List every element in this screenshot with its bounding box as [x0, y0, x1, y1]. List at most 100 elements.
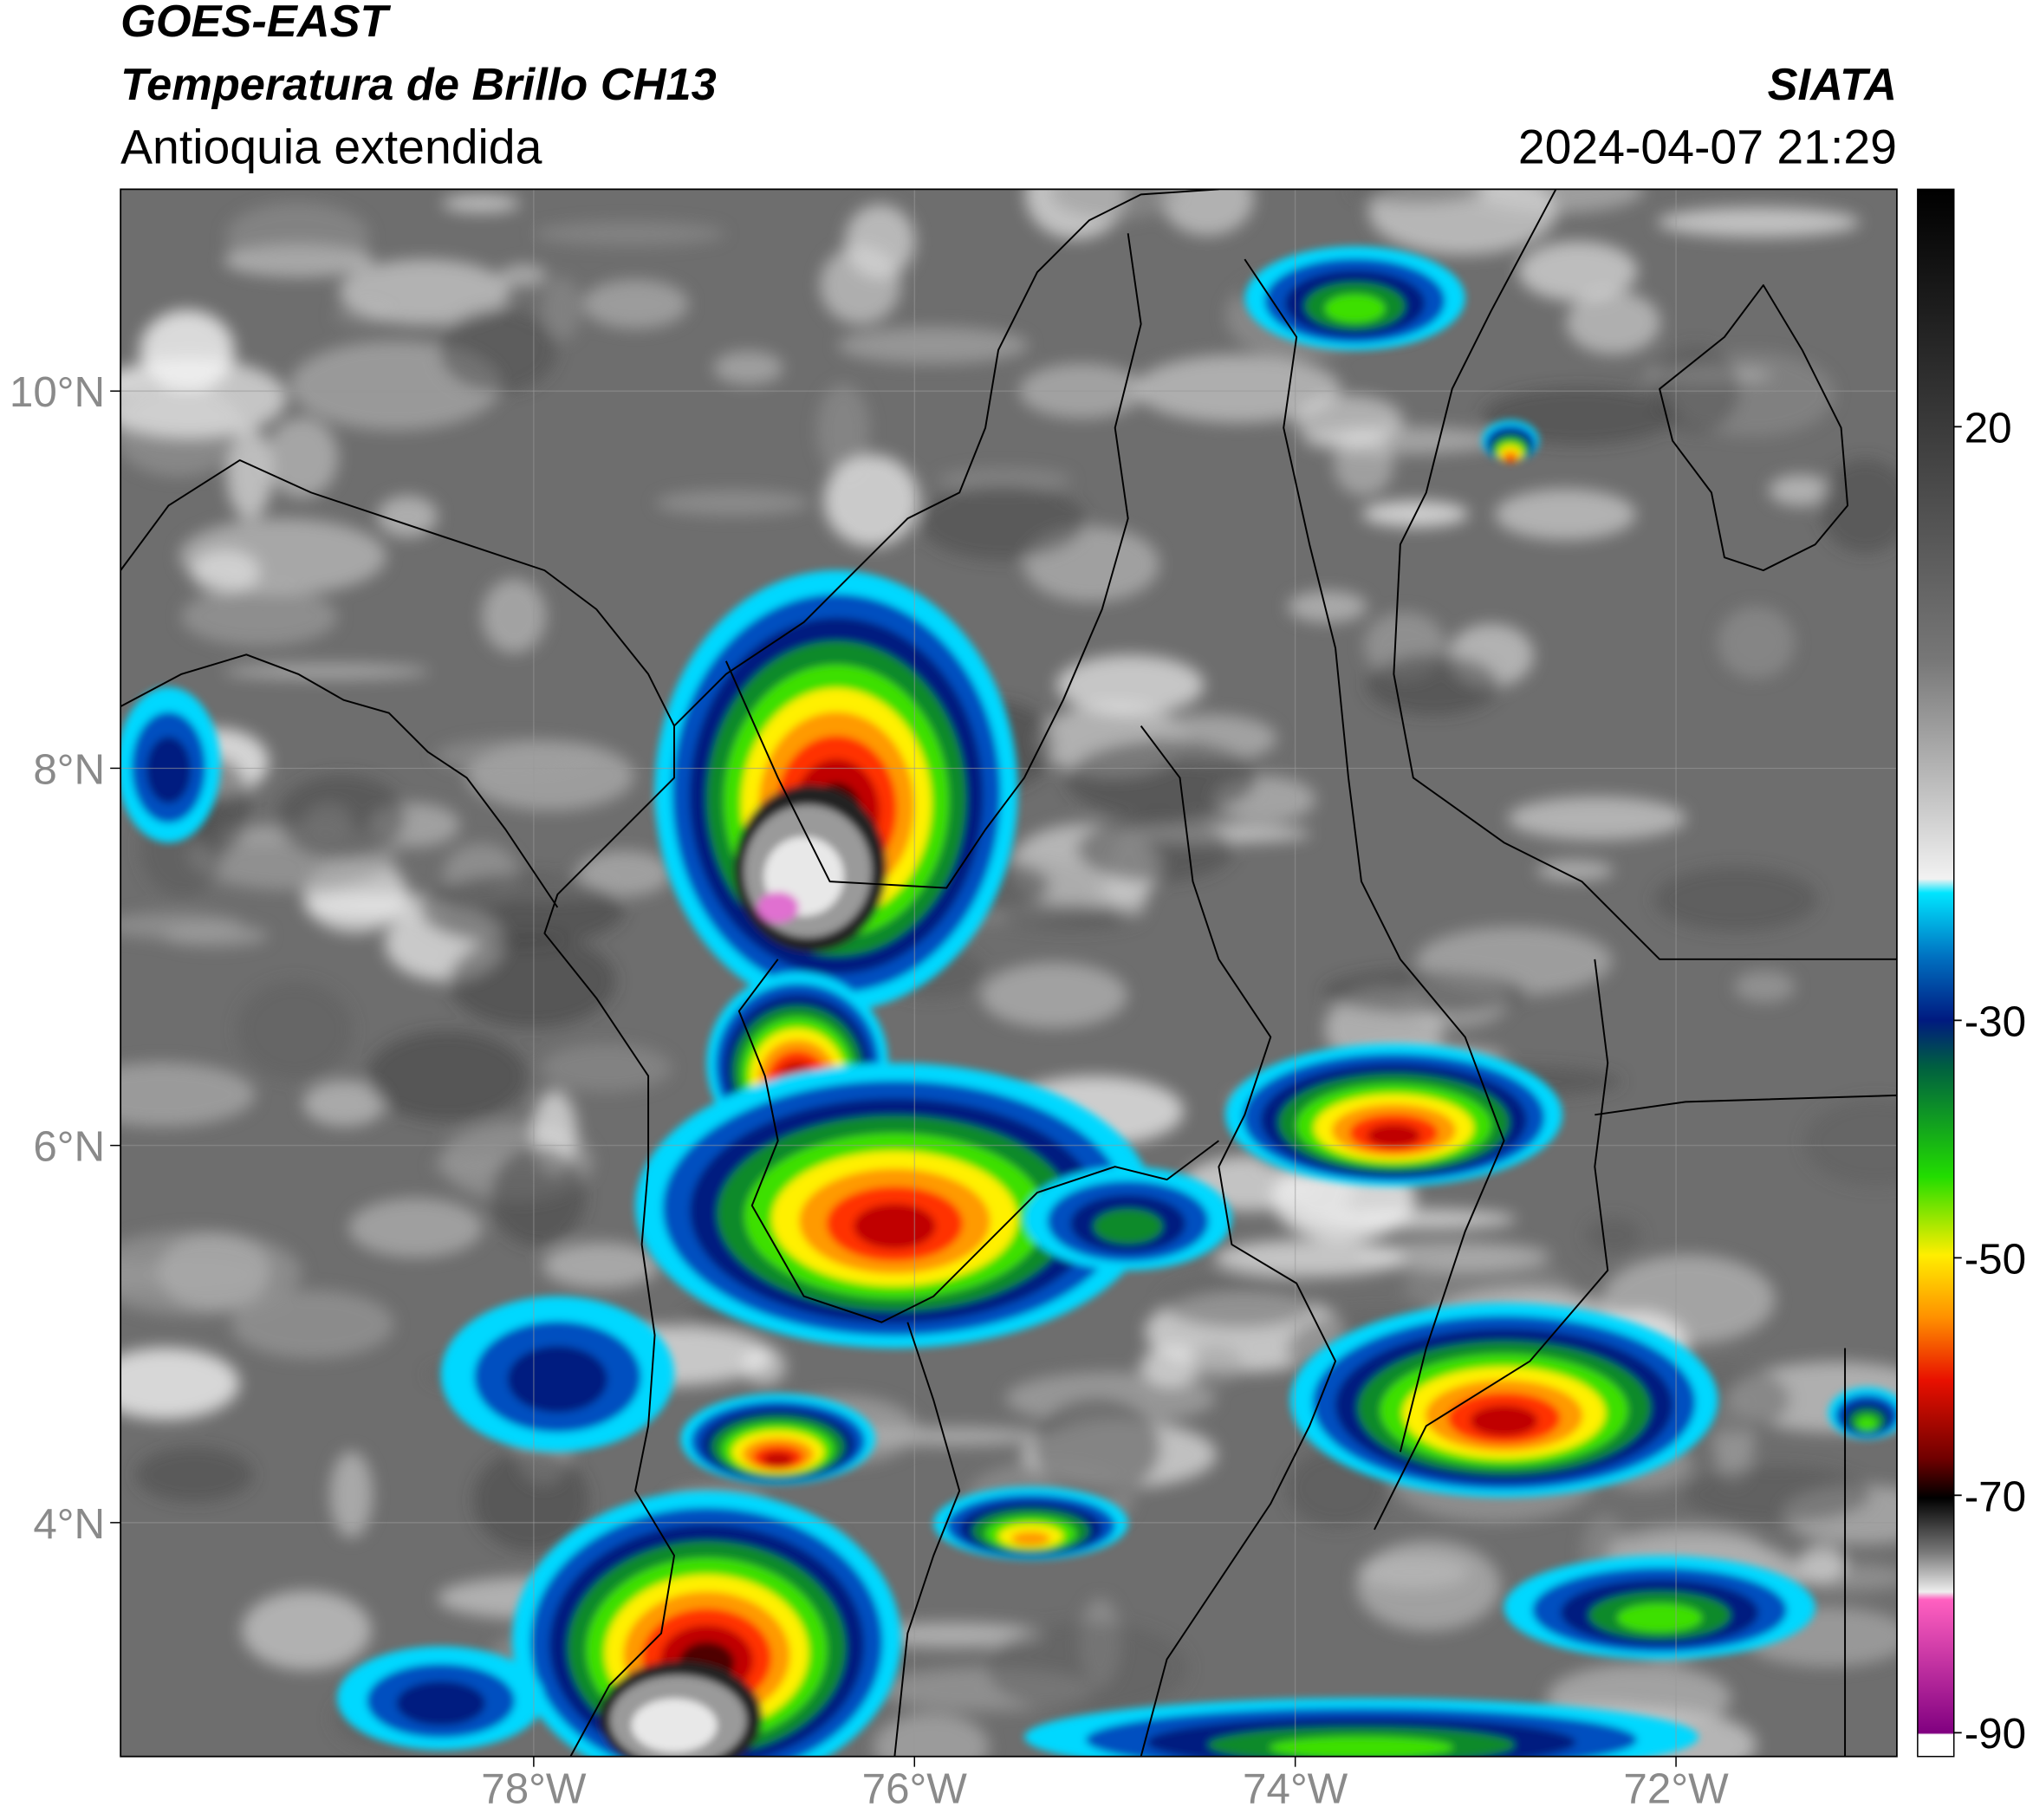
cloud: [1518, 241, 1638, 302]
clear-sky: [1652, 345, 1741, 434]
admin-border: [1140, 725, 1337, 1757]
lat-tick-label: 10°N: [10, 368, 105, 416]
clear-sky: [237, 980, 353, 1080]
lake-maracaibo: [1659, 284, 1849, 572]
venezuela-border: [1393, 189, 1897, 960]
storm-contour: [1617, 1603, 1703, 1632]
clear-sky: [984, 1622, 1189, 1714]
satellite-title: GOES-EAST: [120, 0, 391, 47]
venezuela-border: [1374, 959, 1609, 1531]
cloud: [937, 467, 1073, 491]
colorbar-tick-label: -50: [1965, 1235, 2026, 1283]
cloud: [348, 1198, 483, 1258]
clear-sky: [1586, 1217, 1641, 1254]
cloud: [1507, 796, 1686, 841]
lon-tick-label: 74°W: [1243, 1765, 1348, 1813]
cloud: [181, 587, 338, 647]
cloud: [1188, 1344, 1244, 1383]
clear-sky: [1819, 458, 1897, 554]
cloud: [655, 490, 811, 516]
cloud: [837, 327, 1029, 364]
map-area: [120, 189, 1897, 1757]
cloud: [120, 357, 287, 439]
clear-sky: [1066, 738, 1259, 819]
map-frame: [120, 188, 1898, 1758]
cloud: [1213, 1239, 1406, 1277]
lon-tick-label: 72°W: [1623, 1765, 1729, 1813]
product-title: Temperatura de Brillo CH13: [120, 60, 717, 110]
admin-border: [724, 233, 1142, 889]
cloud: [533, 221, 725, 246]
clear-sky: [1076, 816, 1234, 882]
clear-sky: [490, 1146, 586, 1246]
storm-contour: [1856, 1416, 1878, 1431]
storm-contour: [1093, 1209, 1163, 1244]
cloud: [302, 1080, 386, 1127]
borders: [120, 189, 1897, 1757]
cloud: [120, 1347, 240, 1420]
cloud: [265, 417, 339, 498]
cloud: [1368, 189, 1557, 256]
clear-sky: [1366, 653, 1500, 716]
cloud: [542, 1242, 660, 1289]
admin-border: [1244, 258, 1505, 1453]
datetime: 2024-04-07 21:29: [1518, 120, 1897, 173]
storms: [120, 246, 1897, 1757]
admin-border: [737, 959, 1219, 1323]
cloud: [120, 1230, 302, 1316]
cloud: [1356, 1540, 1501, 1632]
cloud: [435, 738, 594, 773]
region-title: Antioquia extendida: [120, 120, 542, 173]
lon-tick-label: 78°W: [481, 1765, 587, 1813]
cloud: [1134, 354, 1341, 423]
cloud: [481, 578, 547, 653]
cloud: [1049, 189, 1182, 220]
storm-core: [631, 1698, 718, 1752]
grid: [120, 189, 1897, 1757]
storm-contour: [762, 1452, 794, 1467]
cloud: [713, 350, 783, 386]
cloud: [191, 549, 260, 595]
storm-core: [757, 892, 799, 923]
storm-contour: [1011, 1531, 1050, 1546]
cloud: [1294, 394, 1404, 445]
cloud: [120, 1062, 256, 1127]
cloud: [1287, 590, 1367, 623]
clear-sky: [1653, 867, 1818, 933]
cloud: [241, 1590, 372, 1670]
cloud: [223, 663, 430, 679]
clear-sky: [419, 874, 625, 946]
admin-border: [1595, 1094, 1897, 1116]
cloud: [499, 263, 548, 287]
admin-border: [893, 1322, 961, 1757]
cloud: [1495, 488, 1636, 541]
colorbar-tick-label: -30: [1965, 998, 2026, 1045]
colorbar-ticks: 20 -30 -50 -70 -90: [1953, 404, 2026, 1758]
cloud: [873, 1713, 990, 1757]
lat-tick-label: 8°N: [33, 745, 105, 793]
colorbar-tick-label: -90: [1965, 1710, 2026, 1758]
cloud: [1536, 860, 1614, 881]
clear-sky: [472, 1448, 589, 1552]
coastline: [120, 459, 675, 1757]
lat-tick-label: 6°N: [33, 1123, 105, 1171]
cloud: [1769, 474, 1833, 506]
clear-sky: [437, 308, 557, 393]
storm-contour: [396, 1680, 485, 1726]
cloud: [816, 383, 870, 477]
cloud: [1471, 189, 1645, 213]
cloud: [823, 454, 919, 547]
agency: SIATA: [1768, 60, 1897, 110]
cloud: [541, 1043, 672, 1093]
cloud: [339, 258, 510, 325]
cloud: [1797, 1544, 1847, 1583]
storm-contour: [146, 737, 192, 803]
clear-sky: [276, 774, 406, 860]
clear-sky: [1803, 1098, 1897, 1186]
cloud: [1055, 654, 1205, 716]
cloud: [231, 1290, 394, 1359]
colorbar-tick-label: 20: [1965, 404, 2012, 452]
storm-contour: [1367, 1124, 1421, 1147]
cloud: [576, 850, 672, 897]
